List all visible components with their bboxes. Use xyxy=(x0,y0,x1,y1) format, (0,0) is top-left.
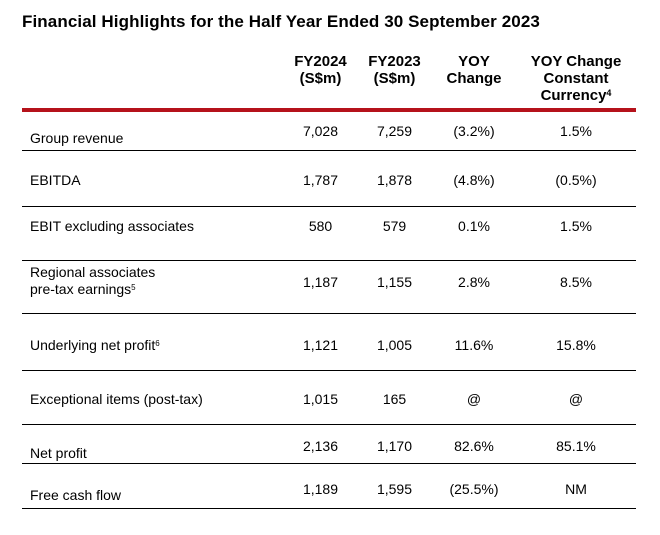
column-header-fy2023-line1: FY2023 xyxy=(368,53,421,70)
row-label-text: Underlying net profit xyxy=(30,337,156,353)
cell-fy2024: 1,121 xyxy=(302,337,339,353)
cell-fy2024: 1,015 xyxy=(302,391,339,407)
column-header-fy2024-line2: (S$m) xyxy=(299,70,342,87)
row-label: Exceptional items (post-tax) xyxy=(30,391,203,408)
cell-yoy: 11.6% xyxy=(454,337,494,353)
cell-yoy: (4.8%) xyxy=(453,172,495,188)
row-divider xyxy=(22,260,636,261)
cell-yoy: @ xyxy=(466,391,482,407)
row-label: Group revenue xyxy=(30,130,123,147)
cell-yoy-cc: 1.5% xyxy=(560,218,592,234)
cell-fy2023: 579 xyxy=(382,218,407,234)
cell-fy2024: 1,187 xyxy=(302,274,339,290)
column-header-yoy-cc-line1: YOY Change xyxy=(530,53,622,70)
cell-fy2024: 7,028 xyxy=(302,123,339,139)
cell-fy2023: 1,878 xyxy=(376,172,413,188)
column-header-yoy-cc-currency: Currency xyxy=(540,87,607,104)
row-label: Regional associates xyxy=(30,264,155,281)
cell-fy2023: 7,259 xyxy=(376,123,413,139)
row-divider xyxy=(22,370,636,371)
row-divider xyxy=(22,508,636,509)
cell-yoy-cc: 85.1% xyxy=(556,438,596,454)
column-header-yoy-line1: YOY xyxy=(458,53,490,70)
column-header-yoy-cc-line3: Currency4 xyxy=(515,87,637,104)
cell-fy2023: 1,595 xyxy=(376,481,413,497)
column-header-fy2024: FY2024 (S$m) xyxy=(283,53,358,87)
cell-fy2023: 1,005 xyxy=(376,337,413,353)
row-label-text: Regional associates xyxy=(30,264,156,280)
row-divider xyxy=(22,150,636,151)
row-label-text: Exceptional items (post-tax) xyxy=(30,391,203,407)
cell-yoy: 2.8% xyxy=(458,274,490,290)
row-label-text: EBIT excluding associates xyxy=(30,218,194,234)
cell-yoy: (3.2%) xyxy=(453,123,495,139)
row-label: Net profit xyxy=(30,445,87,462)
cell-fy2024: 1,787 xyxy=(302,172,339,188)
row-label: EBITDA xyxy=(30,172,81,189)
footnote-ref: 6 xyxy=(155,339,160,348)
cell-yoy-cc: @ xyxy=(568,391,584,407)
row-label-text: EBITDA xyxy=(30,172,81,188)
cell-fy2024: 1,189 xyxy=(302,481,339,497)
row-divider xyxy=(22,206,636,207)
cell-yoy-cc: 8.5% xyxy=(560,274,592,290)
row-divider xyxy=(22,424,636,425)
column-header-yoy-line2: Change xyxy=(446,70,502,87)
cell-fy2023: 165 xyxy=(382,391,407,407)
row-label: Free cash flow xyxy=(30,487,121,504)
row-label-text: Group revenue xyxy=(30,130,124,146)
cell-fy2024: 580 xyxy=(308,218,333,234)
row-label-text: Free cash flow xyxy=(30,487,122,503)
column-header-yoy-constant-currency: YOY Change Constant Currency4 xyxy=(515,53,637,104)
cell-fy2023: 1,155 xyxy=(376,274,413,290)
cell-yoy: 82.6% xyxy=(454,438,494,454)
footnote-ref: 5 xyxy=(131,283,136,292)
cell-yoy-cc: 15.8% xyxy=(556,337,596,353)
column-header-yoy: YOY Change xyxy=(434,53,514,87)
row-label-text: pre-tax earnings xyxy=(30,281,132,297)
cell-yoy-cc: (0.5%) xyxy=(555,172,597,188)
row-label-line2: pre-tax earnings5 xyxy=(30,281,136,298)
page-title: Financial Highlights for the Half Year E… xyxy=(22,12,540,31)
footnote-ref-4: 4 xyxy=(606,88,612,98)
column-header-fy2023: FY2023 (S$m) xyxy=(357,53,432,87)
column-header-yoy-cc-line2: Constant xyxy=(543,70,609,87)
column-header-fy2024-line1: FY2024 xyxy=(294,53,347,70)
column-header-fy2023-line2: (S$m) xyxy=(373,70,416,87)
cell-yoy: (25.5%) xyxy=(449,481,499,497)
cell-yoy: 0.1% xyxy=(458,218,490,234)
cell-yoy-cc: NM xyxy=(565,481,587,497)
cell-fy2023: 1,170 xyxy=(376,438,413,454)
header-divider xyxy=(22,108,636,112)
row-divider xyxy=(22,313,636,314)
row-label: Underlying net profit6 xyxy=(30,337,160,354)
row-label-text: Net profit xyxy=(30,445,87,461)
cell-fy2024: 2,136 xyxy=(302,438,339,454)
cell-yoy-cc: 1.5% xyxy=(560,123,592,139)
row-label: EBIT excluding associates xyxy=(30,218,194,235)
row-divider xyxy=(22,463,636,464)
